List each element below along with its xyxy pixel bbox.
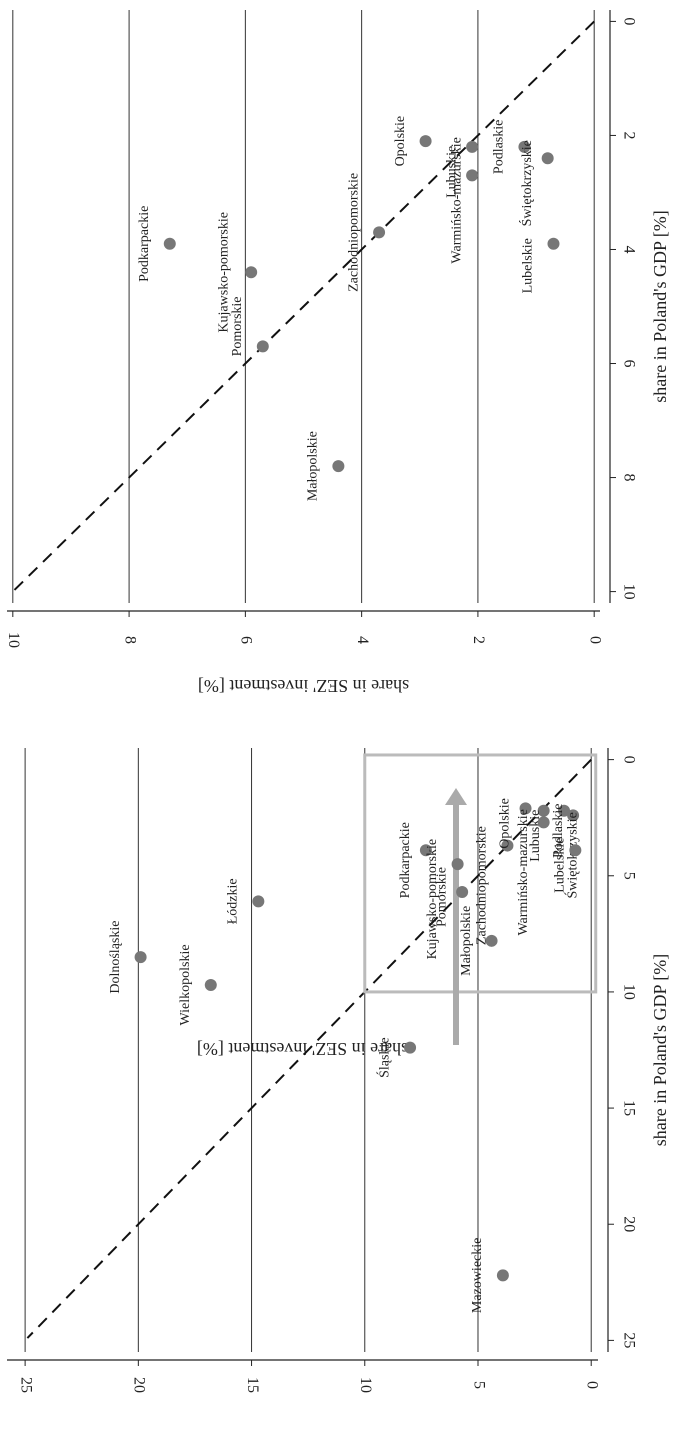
data-label: Lubelskie <box>521 238 536 293</box>
data-label: Małopolskie <box>306 431 321 501</box>
data-point <box>451 858 464 871</box>
chart-panel-zoom: 0 2 4 6 8 10 0 2 4 6 8 10 share in Poland's GDP [%] s… <box>5 10 670 696</box>
data-point <box>204 978 217 991</box>
y-tick-label: 5 <box>470 1381 487 1389</box>
data-label: Pomorskie <box>434 867 449 927</box>
data-label: Śląskie <box>375 1037 392 1077</box>
data-point <box>569 844 582 857</box>
data-label: Kujawsko-pomorskie <box>425 839 440 960</box>
data-label: Lubuskie <box>444 146 459 198</box>
x-tick-label: 25 <box>620 1332 637 1348</box>
data-point <box>245 266 258 279</box>
x-tick-label: 0 <box>620 17 637 25</box>
data-label: Świętokrzyskie <box>518 140 535 226</box>
data-point <box>547 237 560 250</box>
y-axis-title: share in SEZ' investment [%] <box>197 1039 408 1059</box>
y-tick-label: 10 <box>357 1377 374 1393</box>
data-point <box>419 844 432 857</box>
x-tick-label: 4 <box>620 245 637 253</box>
zoom-arrow-head <box>445 788 467 805</box>
x-axis-title: share in Poland's GDP [%] <box>650 954 670 1147</box>
data-label: Zachodniopomorskie <box>475 826 490 945</box>
data-label: Warmińsko-mazurskie <box>516 809 531 935</box>
data-label: Zachodniopomorskie <box>346 173 361 292</box>
data-point <box>252 895 265 908</box>
data-point <box>496 1269 509 1282</box>
y-tick-label: 10 <box>5 632 22 648</box>
data-label: Pomorskie <box>230 296 245 356</box>
y-tick-label: 20 <box>131 1377 148 1393</box>
data-label: Kujawsko-pomorskie <box>216 212 231 333</box>
x-tick-label: 10 <box>620 584 637 600</box>
data-label: Dolnośląskie <box>108 921 123 994</box>
y-tick-label: 6 <box>238 636 255 644</box>
data-point <box>256 340 269 353</box>
data-label: Podlaskie <box>492 120 507 174</box>
data-point <box>419 135 432 148</box>
x-tick-label: 20 <box>620 1216 637 1232</box>
data-point <box>466 140 479 153</box>
y-tick-label: 8 <box>121 636 138 644</box>
x-axis-title: share in Poland's GDP [%] <box>650 210 670 403</box>
data-point <box>404 1041 417 1054</box>
data-label: Opolskie <box>393 116 408 167</box>
y-tick-label: 0 <box>584 1381 601 1389</box>
reference-line-45deg <box>12 20 595 593</box>
zoom-box <box>363 753 598 994</box>
x-tick-label: 8 <box>620 474 637 482</box>
y-tick-label: 0 <box>587 636 604 644</box>
data-point <box>537 804 550 817</box>
x-tick-label: 0 <box>620 756 637 764</box>
data-point <box>537 816 550 829</box>
data-point <box>466 169 479 182</box>
x-tick-label: 2 <box>620 131 637 139</box>
y-tick-label: 15 <box>244 1377 261 1393</box>
data-point <box>518 140 531 153</box>
y-tick-label: 2 <box>470 636 487 644</box>
chart-panel-full: 0 5 10 15 20 25 0 5 10 15 20 25 share in Poland's GD… <box>7 748 670 1393</box>
data-point <box>519 802 532 815</box>
data-label: Opolskie <box>498 798 513 849</box>
data-label: Małopolskie <box>459 906 474 976</box>
data-point <box>567 809 580 822</box>
data-label: Świętokrzyskie <box>563 812 580 898</box>
reference-line-45deg <box>26 758 592 1339</box>
data-point <box>501 839 514 852</box>
data-label: Mazowieckie <box>470 1238 485 1313</box>
data-point <box>485 934 498 947</box>
x-tick-label: 15 <box>620 1100 637 1116</box>
data-label: Podlaskie <box>551 803 566 857</box>
data-label: Wielkopolskie <box>178 944 193 1025</box>
x-tick-label: 10 <box>620 984 637 1000</box>
data-label: Podkarpackie <box>398 822 413 898</box>
data-point <box>373 226 386 239</box>
data-point <box>163 237 176 250</box>
data-label: Łódzkie <box>226 878 241 924</box>
data-label: Lubelskie <box>553 838 568 893</box>
data-point <box>456 886 469 899</box>
data-point <box>541 152 554 165</box>
y-tick-label: 25 <box>17 1377 34 1393</box>
data-point <box>332 460 345 473</box>
x-tick-label: 6 <box>620 360 637 368</box>
data-label: Warmińsko-mazurskie <box>449 137 464 263</box>
data-point <box>134 951 147 964</box>
data-point <box>558 804 571 817</box>
data-label: Podkarpackie <box>137 206 152 282</box>
y-tick-label: 4 <box>354 636 371 644</box>
x-tick-label: 5 <box>620 872 637 880</box>
y-axis-title: share in SEZ' investment [%] <box>198 676 409 696</box>
